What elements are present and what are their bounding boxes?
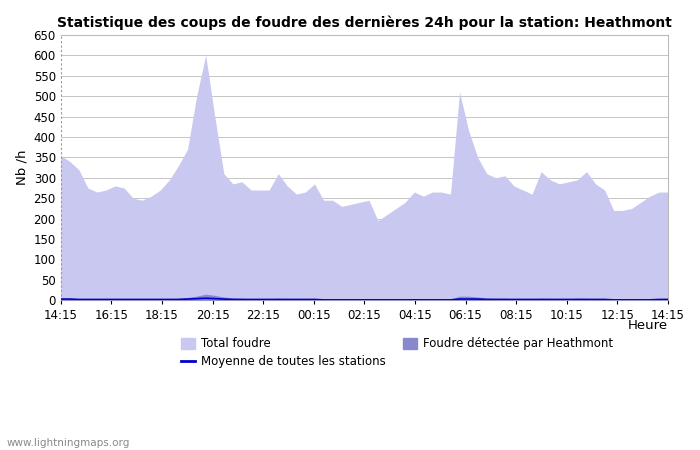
Y-axis label: Nb /h: Nb /h xyxy=(15,150,28,185)
Text: www.lightningmaps.org: www.lightningmaps.org xyxy=(7,438,130,448)
Legend: Total foudre, Moyenne de toutes les stations, Foudre détectée par Heathmont: Total foudre, Moyenne de toutes les stat… xyxy=(176,333,618,373)
Title: Statistique des coups de foudre des dernières 24h pour la station: Heathmont: Statistique des coups de foudre des dern… xyxy=(57,15,672,30)
Text: Heure: Heure xyxy=(628,319,668,332)
